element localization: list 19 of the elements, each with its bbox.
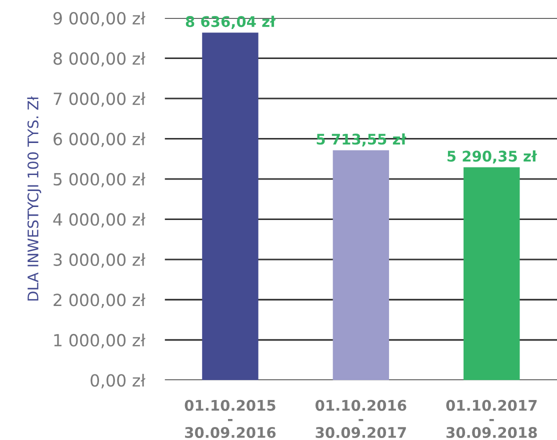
y-tick-label: 1 000,00 zł (54, 334, 146, 348)
bar (332, 150, 390, 380)
y-tick-label: 9 000,00 zł (53, 12, 146, 26)
y-tick-label: 5 000,00 zł (54, 172, 146, 188)
bar (464, 167, 520, 380)
y-tick-label: 4 000,00 zł (53, 212, 146, 228)
y-axis-title: DLA INWESTYCJI 100 TYS. Zł (27, 96, 42, 301)
x-tick-label: 01.10.2016 - 30.09.2017 (316, 400, 406, 438)
data-label: 5 290,35 zł (448, 150, 538, 164)
data-label: 8 636,04 zł (186, 16, 276, 29)
y-tick-label: 3 000,00 zł (54, 253, 146, 268)
y-tick-label: 8 000,00 zł (54, 52, 146, 67)
y-tick-label: 0,00 zł (90, 374, 146, 388)
y-tick-label: 2 000,00 zł (54, 293, 146, 308)
bar (202, 32, 258, 380)
y-tick-label: 6 000,00 zł (54, 132, 146, 148)
x-tick-label: 01.10.2015 - 30.09.2016 (184, 400, 276, 438)
y-tick-label: 7 000,00 zł (54, 92, 146, 107)
x-tick-label: 01.10.2017 - 30.09.2018 (446, 400, 537, 438)
